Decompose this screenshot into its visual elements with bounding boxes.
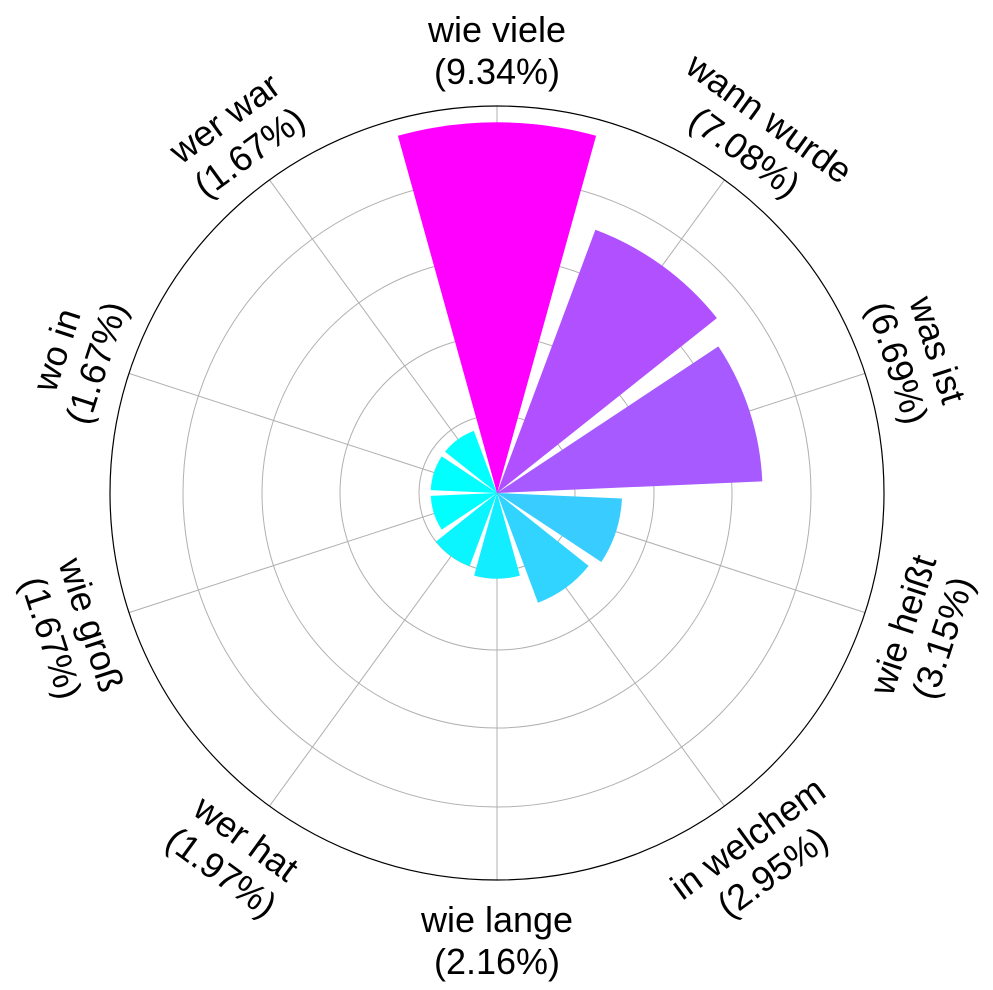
bar-wo-in [430,456,497,493]
category-label: wie lange (2.16%) [420,899,573,982]
category-label: wo in(1.67%) [17,284,135,430]
category-percent: (2.16%) [434,941,560,982]
category-label-group: wer war(1.67%) [161,64,313,206]
category-label-group: wie viele (9.34%) [427,9,566,92]
bar-wann-wurde [497,229,717,494]
category-label-group: wie heißt(3.15%) [861,550,985,714]
bar-was-ist [497,346,763,493]
bar-wie-groß [430,493,497,530]
category-label-group: wie lange (2.16%) [420,899,573,982]
category-label: wann wurde(7.08%) [653,44,860,226]
bar-wie-heißt [497,493,622,562]
bar-in-welchem [497,493,589,603]
category-label-group: was ist(6.69%) [859,284,977,430]
category-label: in welchem(2.95%) [663,769,857,942]
category-label: wie groß(1.67%) [10,552,132,710]
bar-wer-war [445,430,497,493]
bar-wie-viele [397,122,597,494]
category-label: was ist(6.69%) [859,284,977,430]
category-label-group: wo in(1.67%) [17,284,135,430]
category-name: wie lange [420,899,573,940]
category-name: wie viele [427,9,566,50]
category-percent: (9.34%) [434,51,560,92]
category-label: wer war(1.67%) [161,64,313,206]
category-label: wer hat(1.97%) [159,784,310,925]
category-label-group: in welchem(2.95%) [663,769,857,942]
category-label-group: wie groß(1.67%) [10,552,132,710]
category-label-group: wann wurde(7.08%) [653,44,860,226]
bars [397,122,763,603]
bar-wer-hat [435,493,497,567]
category-label: wie heißt(3.15%) [861,550,985,714]
outer-circle [109,105,885,881]
category-label-group: wer hat(1.97%) [159,784,310,925]
category-label: wie viele (9.34%) [427,9,566,92]
bar-wie-lange [474,493,520,579]
